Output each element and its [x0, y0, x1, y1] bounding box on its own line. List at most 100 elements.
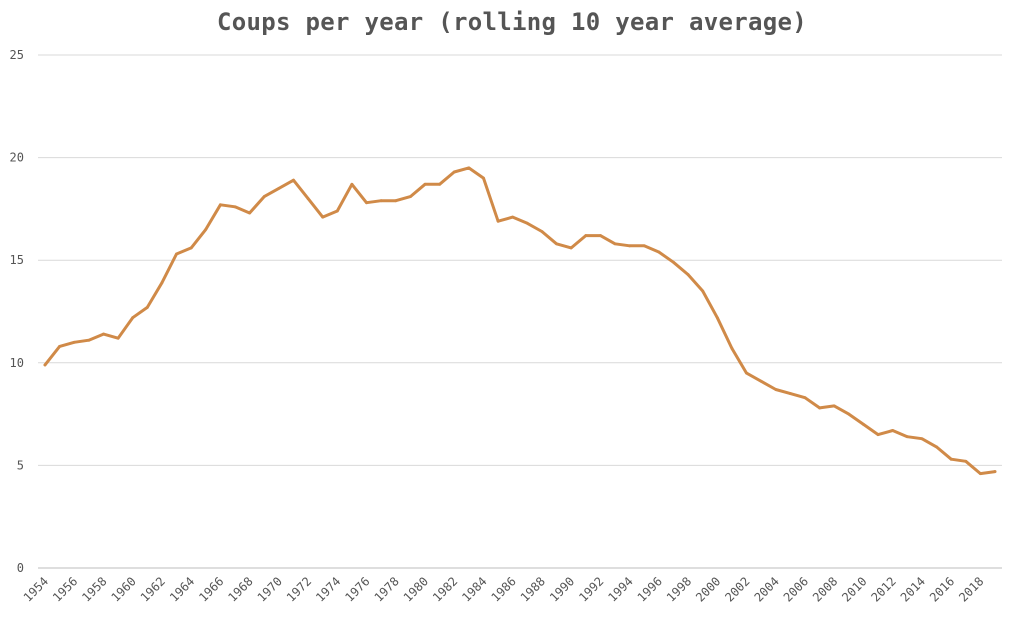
x-tick-label: 1954 — [21, 574, 51, 604]
data-point — [964, 459, 968, 463]
data-point — [832, 404, 836, 408]
data-point — [642, 244, 646, 248]
x-tick-label: 1984 — [459, 574, 489, 604]
data-point — [876, 433, 880, 437]
x-tick-label: 1992 — [576, 574, 606, 604]
x-tick-label: 2016 — [927, 574, 957, 604]
data-point — [701, 289, 705, 293]
x-tick-label: 2014 — [898, 574, 928, 604]
x-tick-label: 2006 — [781, 574, 811, 604]
data-point — [423, 182, 427, 186]
x-tick-label: 1986 — [488, 574, 518, 604]
series-line — [43, 166, 997, 476]
x-tick-label: 1996 — [635, 574, 665, 604]
y-tick-label: 0 — [17, 561, 24, 575]
data-point — [175, 252, 178, 256]
x-tick-label: 1956 — [50, 574, 80, 604]
x-tick-label: 1968 — [225, 574, 255, 604]
data-point — [511, 215, 515, 219]
data-point — [306, 197, 310, 201]
data-point — [218, 203, 222, 207]
data-point — [43, 363, 47, 367]
x-tick-label: 2004 — [752, 574, 782, 604]
data-point — [613, 242, 617, 246]
data-point — [584, 234, 588, 237]
data-point — [686, 273, 690, 276]
data-point — [818, 406, 822, 410]
data-point — [87, 338, 91, 342]
data-point — [233, 205, 237, 209]
x-tick-label: 1982 — [430, 574, 460, 604]
x-tick-label: 1994 — [605, 574, 635, 604]
data-point — [145, 305, 149, 309]
x-tick-label: 1990 — [547, 574, 577, 604]
data-point — [262, 195, 266, 198]
x-tick-label: 2010 — [839, 574, 869, 604]
data-point — [993, 470, 997, 473]
series-layer — [43, 166, 997, 476]
data-point — [394, 199, 398, 203]
data-point — [905, 435, 909, 439]
data-point — [467, 166, 471, 170]
data-point — [335, 209, 339, 213]
data-point — [365, 201, 368, 205]
x-tick-label: 1976 — [342, 574, 372, 604]
data-point — [555, 242, 558, 246]
data-point — [408, 195, 412, 198]
data-point — [598, 234, 602, 237]
y-tick-label: 20 — [10, 151, 24, 165]
y-tick-label: 25 — [10, 48, 24, 62]
data-point — [920, 437, 924, 441]
data-point — [759, 379, 763, 383]
data-point — [745, 371, 748, 375]
y-axis-ticks: 0 5 10 15 20 25 — [10, 48, 24, 575]
data-point — [452, 170, 456, 174]
data-point — [862, 422, 865, 426]
data-point — [58, 344, 62, 348]
data-point — [350, 182, 354, 186]
x-tick-label: 1958 — [79, 574, 109, 604]
data-point — [569, 246, 573, 250]
x-tick-label: 1980 — [401, 574, 431, 604]
data-point — [248, 211, 252, 215]
x-tick-label: 1972 — [284, 574, 314, 604]
data-point — [628, 244, 632, 248]
data-point — [116, 336, 120, 340]
x-tick-label: 1988 — [518, 574, 548, 604]
x-tick-label: 2012 — [868, 574, 898, 604]
x-tick-label: 1998 — [664, 574, 694, 604]
data-point — [525, 221, 529, 225]
x-tick-label: 1966 — [196, 574, 226, 604]
data-point — [715, 316, 719, 320]
data-point — [160, 281, 164, 285]
data-point — [189, 246, 193, 250]
x-tick-label: 1962 — [138, 574, 168, 604]
x-tick-label: 1978 — [372, 574, 402, 604]
x-tick-label: 1960 — [108, 574, 138, 604]
x-tick-label: 1970 — [255, 574, 285, 604]
data-point — [292, 178, 295, 182]
x-tick-label: 2018 — [956, 574, 986, 604]
data-point — [657, 250, 661, 254]
data-point — [935, 445, 938, 449]
y-tick-label: 15 — [10, 253, 24, 267]
data-point — [496, 219, 500, 223]
data-point — [891, 429, 895, 432]
chart-title: Coups per year (rolling 10 year average) — [217, 8, 807, 36]
y-tick-label: 10 — [10, 356, 24, 370]
grid-layer — [38, 54, 1002, 569]
data-point — [72, 340, 76, 344]
data-point — [774, 388, 778, 391]
data-point — [847, 412, 851, 416]
x-axis-ticks: 1954195619581960196219641966196819701972… — [21, 574, 987, 604]
data-point — [277, 186, 281, 190]
data-point — [672, 260, 675, 264]
x-tick-label: 1974 — [313, 574, 343, 604]
data-point — [949, 457, 953, 461]
data-point — [803, 396, 807, 400]
data-point — [438, 182, 442, 186]
x-tick-label: 2002 — [722, 574, 752, 604]
data-point — [730, 347, 734, 350]
